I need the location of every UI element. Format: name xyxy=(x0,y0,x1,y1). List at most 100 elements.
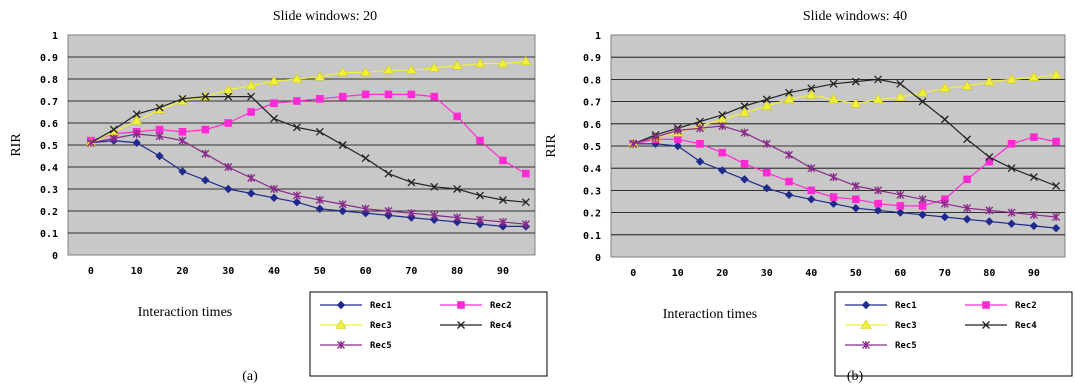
data-point xyxy=(983,76,995,86)
legend-marker xyxy=(457,321,465,329)
legend-item: Rec2 xyxy=(965,301,1037,311)
x-tick-label: 40 xyxy=(805,268,817,279)
data-point xyxy=(1007,164,1016,173)
y-tick-label: 0.9 xyxy=(583,53,601,64)
data-point xyxy=(785,150,794,159)
legend-marker xyxy=(860,319,872,329)
data-point xyxy=(940,115,949,124)
data-point xyxy=(918,195,927,204)
data-point xyxy=(807,195,816,204)
data-point xyxy=(292,191,301,200)
data-point xyxy=(521,198,530,207)
data-point xyxy=(852,195,860,204)
data-point xyxy=(918,202,927,210)
data-point xyxy=(268,75,280,85)
data-point xyxy=(1029,221,1039,231)
x-tick-label: 70 xyxy=(405,266,417,277)
data-point xyxy=(962,215,972,224)
data-point xyxy=(1029,173,1038,182)
data-point xyxy=(155,103,164,112)
data-point xyxy=(384,90,393,99)
data-point xyxy=(940,199,949,208)
data-point xyxy=(695,157,705,166)
x-tick-label: 60 xyxy=(360,266,372,277)
data-point xyxy=(498,196,507,204)
x-tick-label: 20 xyxy=(716,268,728,279)
data-point xyxy=(807,84,816,93)
y-tick-label: 0.8 xyxy=(583,75,601,86)
data-point xyxy=(131,115,143,125)
data-point xyxy=(918,210,927,220)
data-point xyxy=(696,117,704,126)
data-point xyxy=(270,99,278,107)
legend-label: Rec5 xyxy=(370,341,392,351)
data-point xyxy=(807,164,816,173)
series-rec4 xyxy=(629,75,1061,190)
y-tick-label: 0.9 xyxy=(40,53,58,64)
data-point xyxy=(520,55,532,66)
data-point xyxy=(829,173,838,182)
data-point xyxy=(178,128,187,136)
data-point xyxy=(498,218,507,226)
data-point xyxy=(382,64,395,74)
y-tick-label: 0 xyxy=(52,251,58,262)
legend-marker xyxy=(337,341,345,349)
x-tick-label: 50 xyxy=(314,266,326,277)
x-tick-label: 30 xyxy=(222,266,234,277)
data-point xyxy=(740,175,749,184)
legend-marker xyxy=(861,300,871,310)
series-rec5 xyxy=(629,122,1061,222)
data-point xyxy=(245,80,257,90)
figure-caption: (a) xyxy=(242,369,258,384)
y-tick-label: 0.6 xyxy=(40,119,58,130)
data-point xyxy=(762,95,771,104)
legend-label: Rec3 xyxy=(895,321,917,331)
x-axis-title: Interaction times xyxy=(138,305,232,320)
data-point xyxy=(961,80,973,90)
data-point xyxy=(453,185,462,193)
data-point xyxy=(497,58,509,68)
data-point xyxy=(315,204,325,213)
data-point xyxy=(963,175,971,184)
y-tick-label: 0.1 xyxy=(40,229,58,240)
legend-item: Rec5 xyxy=(320,341,392,351)
data-point xyxy=(1007,219,1016,228)
data-point xyxy=(985,153,994,162)
data-point xyxy=(361,154,370,163)
data-point xyxy=(1051,223,1061,233)
data-point xyxy=(338,200,347,209)
data-point xyxy=(269,193,279,202)
y-axis-title: RIR xyxy=(544,134,559,158)
data-point xyxy=(941,195,949,204)
legend-label: Rec3 xyxy=(370,321,392,331)
data-point xyxy=(829,193,838,201)
data-point xyxy=(314,71,326,81)
series-rec3 xyxy=(627,69,1062,148)
data-point xyxy=(740,159,749,168)
series-line xyxy=(633,125,1057,218)
data-point xyxy=(338,206,347,216)
data-point xyxy=(155,125,164,134)
data-point xyxy=(829,199,838,208)
data-point xyxy=(361,90,370,99)
data-point xyxy=(315,127,324,136)
data-point xyxy=(337,66,349,77)
data-point xyxy=(476,191,485,200)
data-point xyxy=(762,183,771,193)
legend-label: Rec1 xyxy=(370,301,392,311)
data-point xyxy=(851,181,860,190)
x-tick-label: 0 xyxy=(630,268,636,279)
data-point xyxy=(222,84,234,94)
x-tick-label: 80 xyxy=(451,266,463,277)
series-line xyxy=(90,95,526,203)
x-tick-label: 20 xyxy=(176,266,188,277)
data-point xyxy=(985,217,994,226)
series-rec1 xyxy=(629,139,1061,233)
x-tick-label: 30 xyxy=(761,268,773,279)
data-point xyxy=(673,135,682,144)
data-point xyxy=(739,107,751,117)
data-point xyxy=(828,93,840,104)
data-point xyxy=(405,64,417,74)
data-point xyxy=(201,149,210,158)
